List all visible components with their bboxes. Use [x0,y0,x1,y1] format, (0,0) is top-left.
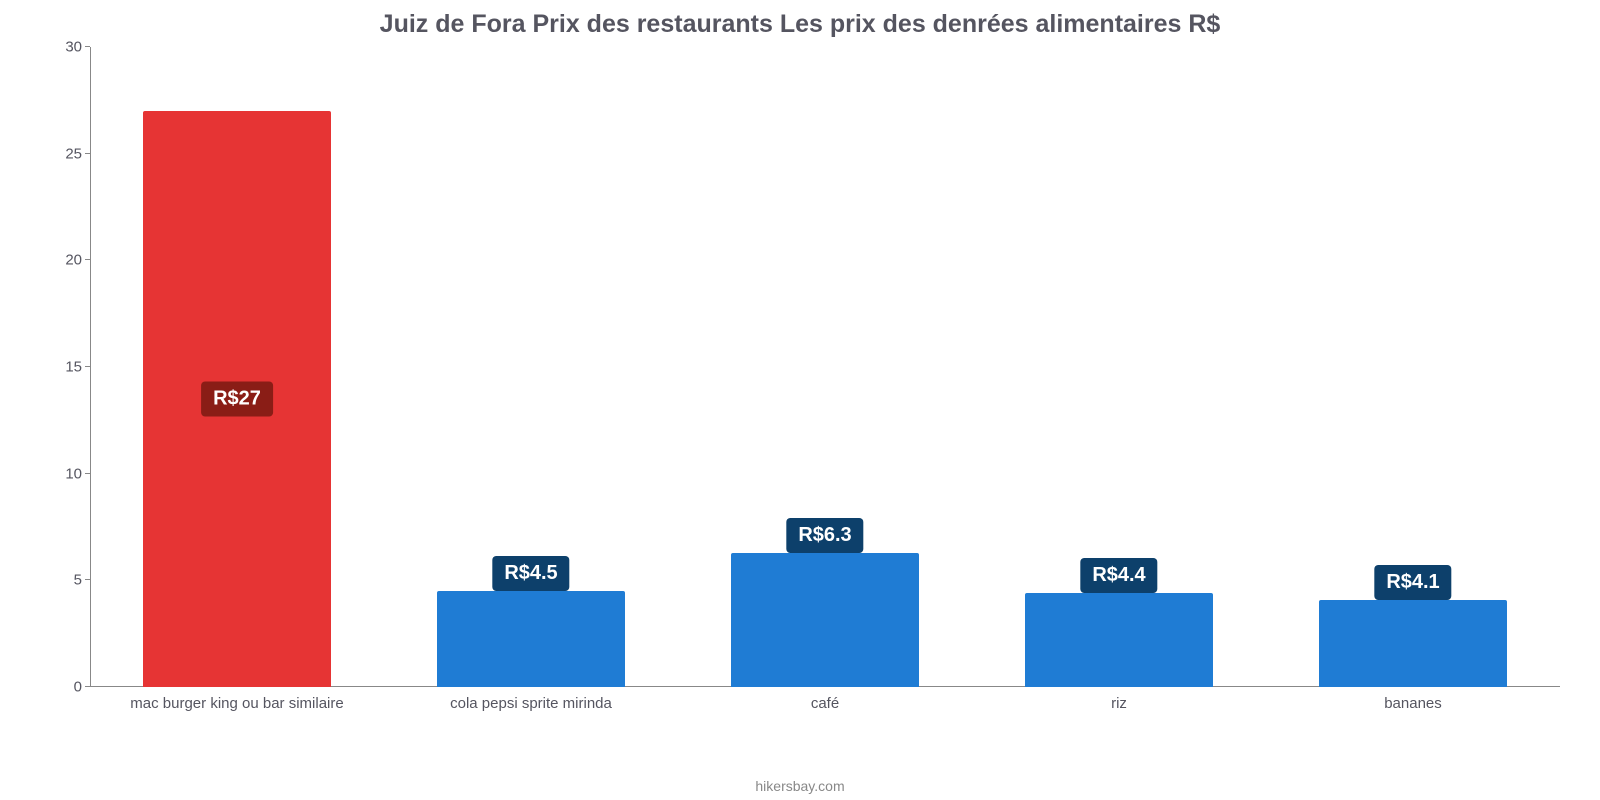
x-labels-region: mac burger king ou bar similairecola pep… [90,687,1560,727]
y-tick-label: 30 [65,39,82,56]
x-category-label: mac burger king ou bar similaire [90,687,384,727]
y-tick-mark [85,46,90,47]
x-category-label: cola pepsi sprite mirinda [384,687,678,727]
y-tick-mark [85,473,90,474]
chart-container: Juiz de Fora Prix des restaurants Les pr… [0,0,1600,800]
attribution: hikersbay.com [0,778,1600,794]
y-tick-label: 25 [65,145,82,162]
bar-slot: R$6.3 [678,47,972,687]
bar: R$4.5 [437,591,625,687]
bar: R$6.3 [731,553,919,687]
y-tick-mark [85,153,90,154]
y-tick-label: 15 [65,359,82,376]
plot-area: 051015202530 R$27R$4.5R$6.3R$4.4R$4.1 ma… [40,47,1560,727]
x-category-label: riz [972,687,1266,727]
x-category-label: bananes [1266,687,1560,727]
x-category-label: café [678,687,972,727]
y-tick-mark [85,259,90,260]
bar-slot: R$4.5 [384,47,678,687]
y-tick-label: 10 [65,465,82,482]
y-tick-label: 5 [74,572,82,589]
y-tick-label: 20 [65,252,82,269]
bar: R$4.1 [1319,600,1507,687]
bar-value-label: R$27 [201,382,273,417]
bar: R$4.4 [1025,593,1213,687]
bar-value-label: R$4.1 [1374,565,1451,600]
bar-value-label: R$6.3 [786,518,863,553]
bars-region: R$27 R$4.5 R$6.3 R$4.4 R$4.1 [90,47,1560,687]
bar-value-label: R$4.5 [492,556,569,591]
y-tick-mark [85,366,90,367]
y-axis: 051015202530 [40,47,90,687]
bar-value-label: R$4.4 [1080,558,1157,593]
bar-slot: R$4.4 [972,47,1266,687]
bar: R$27 [143,111,331,687]
bar-slot: R$4.1 [1266,47,1560,687]
y-tick-mark [85,686,90,687]
y-tick-label: 0 [74,679,82,696]
chart-title: Juiz de Fora Prix des restaurants Les pr… [40,10,1560,39]
bar-slot: R$27 [90,47,384,687]
y-tick-mark [85,579,90,580]
